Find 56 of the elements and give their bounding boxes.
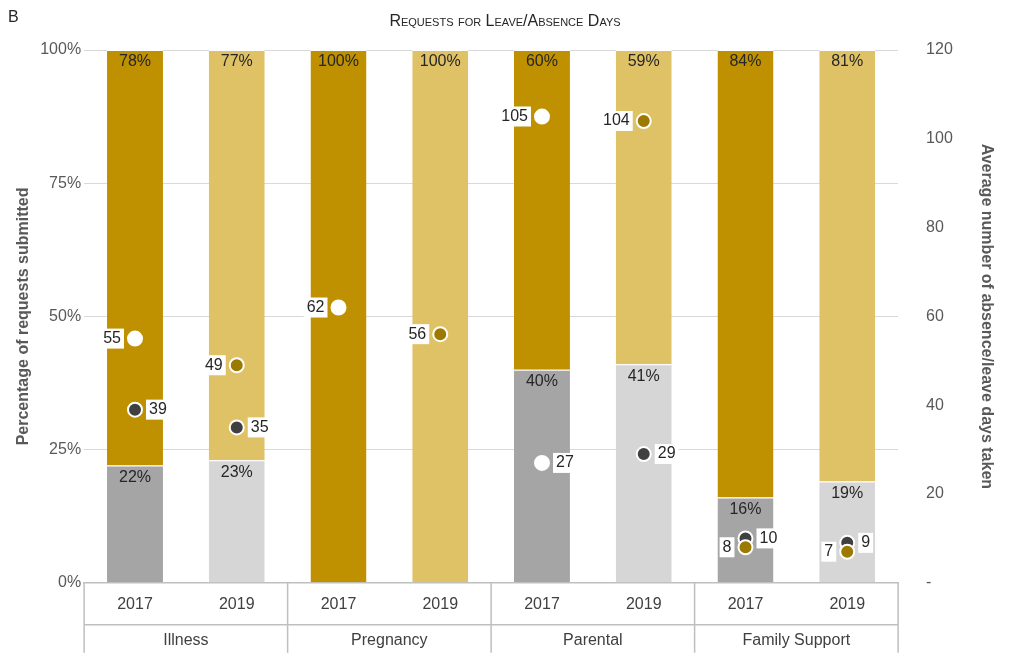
y-tick-label: 100%	[40, 40, 82, 58]
data-label: 49	[204, 355, 223, 373]
y2-tick-label: 60	[926, 306, 944, 324]
data-label: 78%	[118, 52, 152, 70]
text: Pregnancy	[351, 631, 428, 649]
y-tick-label: 0%	[58, 573, 82, 591]
y2-axis-title: Average number of absence/leave days taken	[978, 143, 996, 490]
y2-tick-label: 80	[926, 218, 944, 236]
text: Illness	[163, 631, 209, 649]
data-label: 9	[861, 533, 871, 551]
y2-tick-label: 40	[926, 395, 944, 413]
y2-tick-label: -	[926, 573, 932, 591]
y-tick-label: 75%	[49, 173, 82, 191]
data-label: 39	[149, 400, 167, 418]
x-tick-label: 2017	[524, 594, 560, 612]
data-label: 19%	[831, 483, 864, 501]
data-label: 27	[555, 453, 574, 471]
data-label: 62	[306, 297, 325, 315]
data-label: 100%	[419, 52, 461, 70]
x-tick-label: 2019	[218, 594, 255, 612]
y-axis-title: Percentage of requests submitted	[14, 187, 32, 446]
x-tick-label: 2019	[625, 594, 662, 612]
x-tick-label: 2017	[117, 594, 153, 612]
x-tick-label: 2017	[320, 594, 357, 612]
data-label: 29	[657, 444, 676, 462]
chart-subtitle: B	[8, 8, 19, 26]
x-tick-label: 2019	[422, 594, 459, 612]
y2-tick-label: 20	[926, 484, 944, 502]
data-label: 16%	[729, 499, 762, 517]
text: Parental	[563, 631, 623, 649]
data-label: 104	[603, 111, 630, 129]
data-label: 7	[824, 542, 834, 560]
text: Family Support	[742, 631, 851, 649]
y-tick-label: 25%	[49, 440, 82, 458]
data-label: 22%	[118, 467, 152, 485]
y2-tick-label: 100	[926, 129, 953, 147]
data-label: 10	[759, 528, 778, 546]
data-label: 77%	[220, 52, 253, 70]
data-label: 105	[501, 107, 529, 125]
data-label: 84%	[729, 52, 762, 70]
y2-tick-label: 120	[926, 40, 953, 58]
data-label: 55	[103, 329, 122, 347]
data-label: 40%	[525, 372, 558, 390]
data-label: 23%	[220, 462, 253, 480]
data-label: 8	[722, 537, 732, 555]
data-label: 41%	[627, 366, 660, 384]
data-label: 35	[250, 417, 269, 435]
data-label: 56	[408, 324, 427, 342]
data-label: 81%	[831, 52, 864, 70]
data-label: 60%	[525, 52, 558, 70]
data-label: 59%	[627, 52, 660, 70]
x-tick-label: 2017	[727, 594, 764, 612]
chart-title: Requests for Leave/Absence Days	[389, 12, 621, 29]
x-tick-label: 2019	[829, 594, 866, 612]
data-label: 100%	[318, 52, 359, 70]
y-tick-label: 50%	[49, 306, 82, 324]
